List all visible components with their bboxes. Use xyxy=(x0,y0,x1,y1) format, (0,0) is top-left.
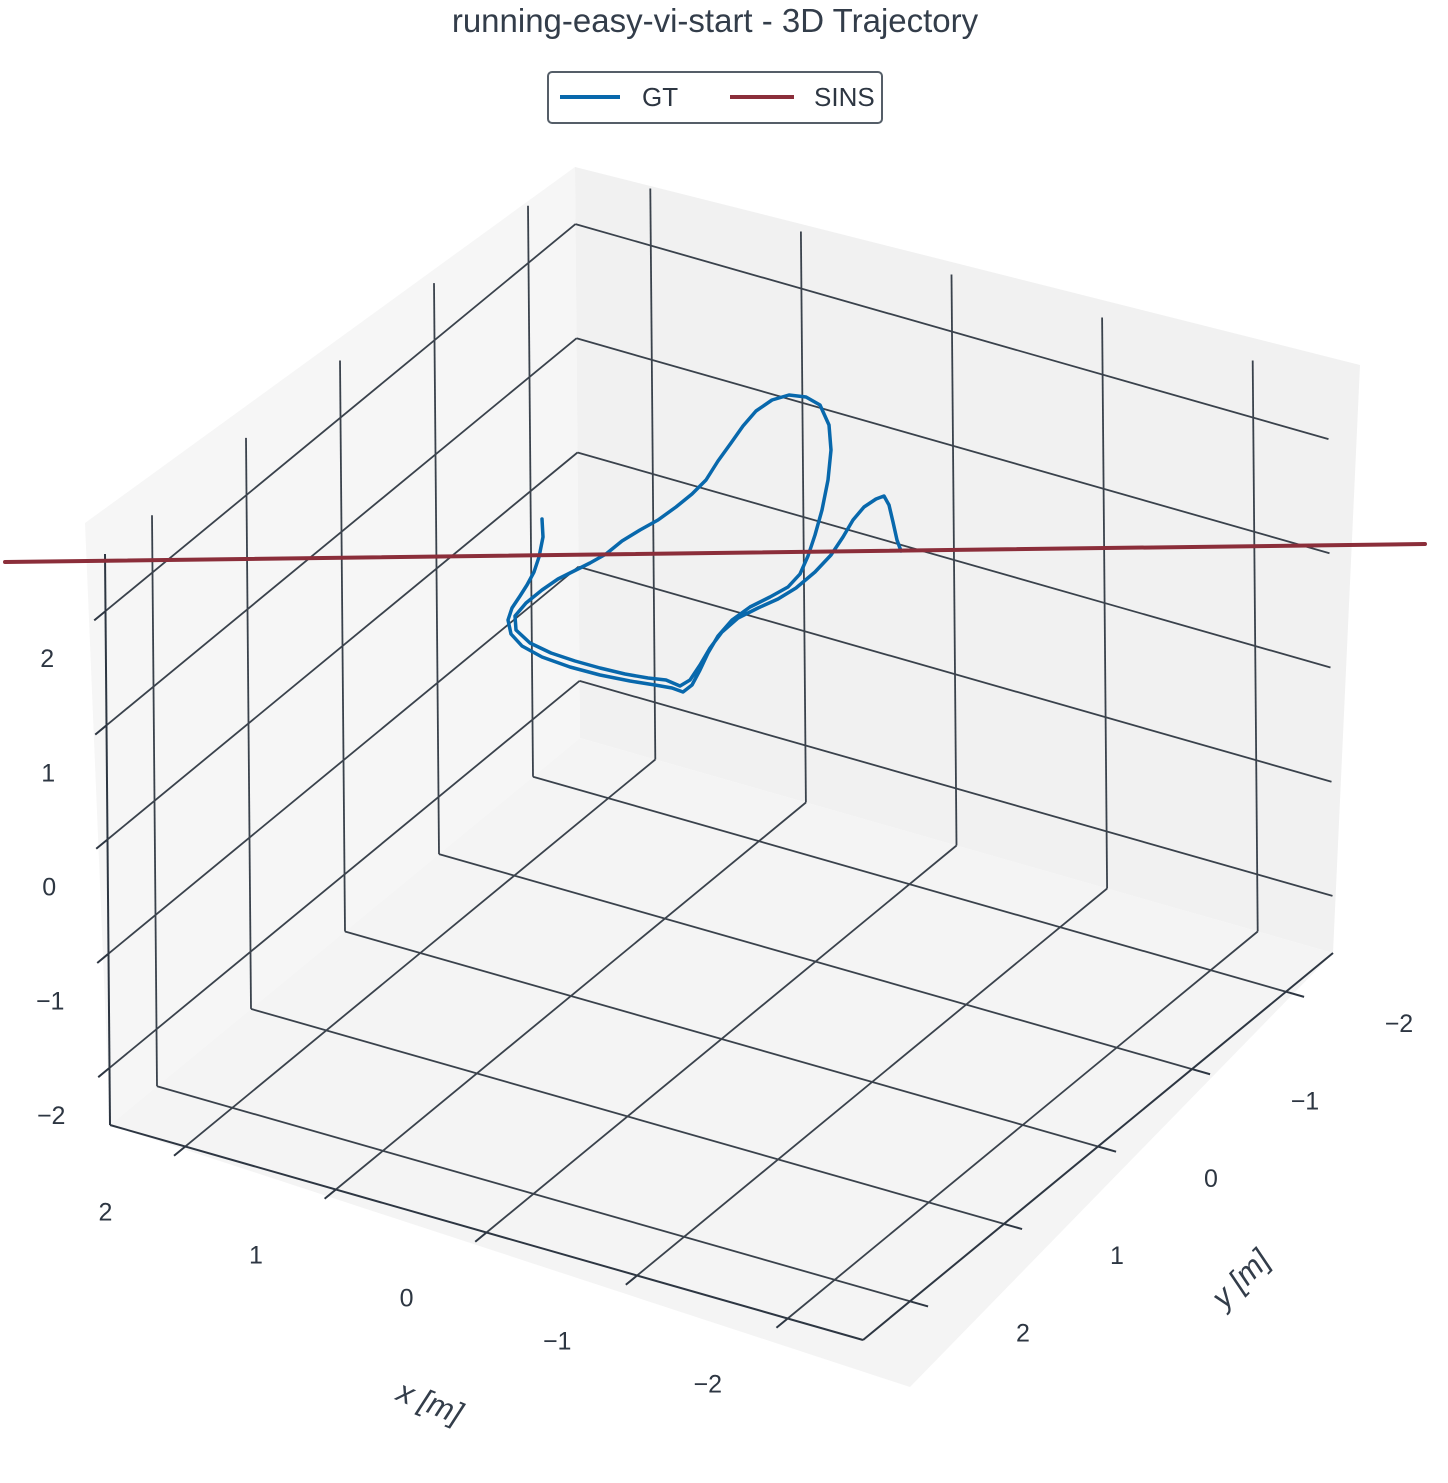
series-line-gt xyxy=(506,393,903,694)
y-tick-label-2: 0 xyxy=(400,1284,414,1312)
z-tick-label-4: 2 xyxy=(40,645,54,673)
z-tick-label-2: 0 xyxy=(42,873,56,901)
grid-floor-y-2 xyxy=(485,844,958,1234)
grid-left-z-4 xyxy=(575,223,1329,440)
y-tick-mark-4 xyxy=(173,1145,186,1157)
y-tick-mark-0 xyxy=(775,1317,789,1329)
grid-lines xyxy=(104,188,1333,1320)
z-tick-mark-4 xyxy=(93,610,107,622)
y-tick-mark-2 xyxy=(474,1231,488,1243)
grid-floor-y-3 xyxy=(335,801,807,1191)
x-tick-mark-3 xyxy=(1003,1222,1023,1231)
x-tick-mark-4 xyxy=(909,1300,929,1308)
grid-back-z-0 xyxy=(108,680,581,1069)
grid-left-z-1 xyxy=(578,565,1332,783)
x-tick-label-4: 2 xyxy=(1016,1320,1030,1348)
floor-pane xyxy=(110,738,1333,1387)
z-tick-label-3: 1 xyxy=(41,759,55,787)
y-tick-label-0: −2 xyxy=(694,1370,723,1398)
z-tick-mark-2 xyxy=(95,838,109,850)
x-tick-label-3: 1 xyxy=(1110,1242,1124,1270)
y-tick-label-1: −1 xyxy=(543,1327,572,1355)
grid-back-z-4 xyxy=(104,223,577,612)
z-tick-mark-3 xyxy=(94,724,108,736)
z-tick-label-1: −1 xyxy=(36,988,65,1016)
grid-back-z-3 xyxy=(105,337,578,726)
y-tick-mark-3 xyxy=(323,1188,337,1200)
series-line-sins xyxy=(3,542,1427,564)
z-tick-mark-1 xyxy=(96,952,110,964)
chart-title: running-easy-vi-start - 3D Trajectory xyxy=(452,2,979,39)
x-tick-label-2: 0 xyxy=(1204,1165,1218,1193)
z-tick-label-0: −2 xyxy=(37,1102,66,1130)
grid-left-z-0 xyxy=(579,680,1333,897)
y-axis-label: y [m] xyxy=(1203,1241,1278,1316)
x-tick-mark-1 xyxy=(1191,1068,1211,1076)
legend-box xyxy=(547,71,883,124)
x-tick-label-0: −2 xyxy=(1385,1010,1414,1038)
y-tick-mark-1 xyxy=(625,1274,638,1286)
series-lines xyxy=(3,393,1427,694)
grid-left-z-2 xyxy=(577,451,1331,669)
grid-floor-y-0 xyxy=(787,930,1259,1320)
x-tick-mark-0 xyxy=(1285,990,1305,998)
grid-back-z-2 xyxy=(106,451,579,841)
legend-label-sins: SINS xyxy=(814,82,875,112)
grid-left-z-3 xyxy=(576,337,1330,555)
left-pane xyxy=(85,167,580,1125)
back-pane xyxy=(575,167,1360,953)
y-tick-label-3: 1 xyxy=(249,1241,263,1269)
x-tick-mark-2 xyxy=(1097,1145,1117,1153)
grid-floor-y-4 xyxy=(184,758,656,1148)
y-tick-label-4: 2 xyxy=(98,1198,112,1226)
x-tick-label-1: −1 xyxy=(1291,1087,1320,1115)
grid-floor-y-1 xyxy=(636,887,1108,1277)
z-tick-mark-0 xyxy=(97,1067,111,1078)
tick-labels: −2 −1 0 1 2 −2 −1 0 1 2 −2 −1 0 1 2 xyxy=(36,610,1414,1398)
legend: GT SINS xyxy=(547,71,883,124)
legend-label-gt: GT xyxy=(642,82,678,112)
grid-back-z-1 xyxy=(107,566,580,955)
x-axis-label: x [m] xyxy=(390,1373,469,1432)
